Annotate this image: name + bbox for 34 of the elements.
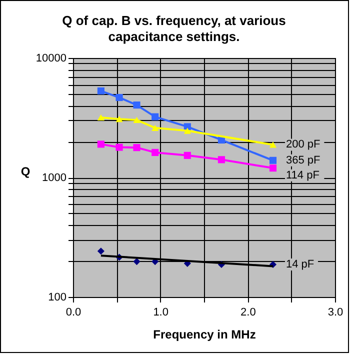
y-tick-label: 10000 — [36, 52, 66, 64]
point — [152, 148, 159, 156]
point — [184, 152, 191, 159]
point — [133, 102, 140, 109]
x-tick-label: 3.0 — [328, 306, 344, 318]
point — [116, 116, 123, 122]
point — [97, 87, 104, 94]
chart-title: Q of cap. B vs. frequency, at various capacitance settings. — [62, 13, 286, 44]
point — [152, 113, 159, 120]
point — [184, 128, 191, 134]
y-tick-label: 100 — [48, 292, 66, 304]
series-label: 200 pF — [286, 138, 321, 151]
x-tick-label: 2.0 — [240, 306, 256, 318]
y-axis-title: Q — [20, 164, 30, 178]
point — [133, 258, 140, 266]
point — [97, 140, 104, 148]
point — [269, 142, 277, 148]
point — [133, 116, 140, 124]
point — [97, 114, 104, 121]
point — [269, 156, 277, 164]
point — [116, 144, 123, 151]
y-tick-label: 1000 — [42, 172, 66, 184]
point — [218, 156, 225, 164]
point — [269, 164, 277, 172]
x-tick-label: 1.0 — [153, 306, 168, 318]
point — [116, 94, 123, 102]
point — [133, 144, 140, 152]
x-axis-title: Frequency in MHz — [153, 328, 256, 342]
series-label: 14 pF — [286, 258, 314, 271]
x-tick-label: 0.0 — [66, 306, 82, 318]
point — [97, 248, 104, 255]
point — [152, 124, 159, 131]
series-label: 365 pF — [286, 154, 321, 166]
series-label: 114 pF — [286, 169, 320, 182]
